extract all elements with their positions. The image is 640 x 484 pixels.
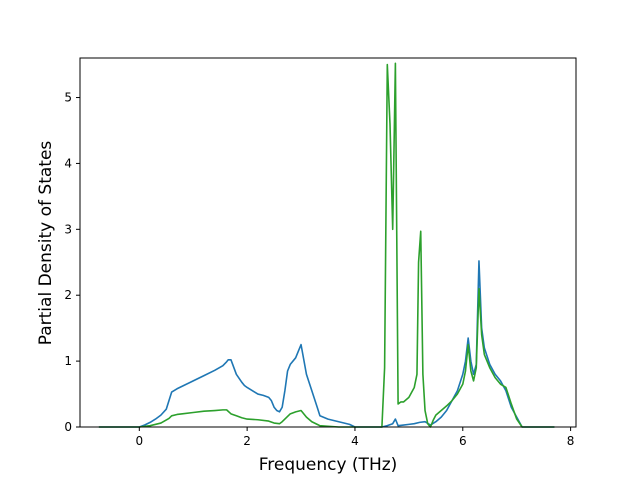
x-tick-label: 2 <box>243 434 251 448</box>
x-tick-label: 8 <box>567 434 575 448</box>
x-tick-label: 6 <box>459 434 467 448</box>
y-tick-label: 1 <box>64 354 72 368</box>
y-axis-ticks: 0 1 2 3 4 5 <box>64 91 80 434</box>
y-axis-label: Partial Density of States <box>36 141 56 346</box>
x-tick-label: 4 <box>351 434 359 448</box>
x-tick-label: 0 <box>135 434 143 448</box>
x-axis-ticks: 0 2 4 6 8 <box>135 427 574 448</box>
series-line-2 <box>98 62 555 428</box>
y-tick-label: 2 <box>64 288 72 302</box>
y-tick-label: 0 <box>64 420 72 434</box>
series-line-1 <box>98 260 555 428</box>
y-tick-label: 3 <box>64 222 72 236</box>
axes-frame <box>79 57 577 428</box>
series-layer <box>98 62 555 428</box>
y-tick-label: 5 <box>64 91 72 105</box>
x-axis-label: Frequency (THz) <box>259 455 398 475</box>
y-tick-label: 4 <box>64 156 72 170</box>
